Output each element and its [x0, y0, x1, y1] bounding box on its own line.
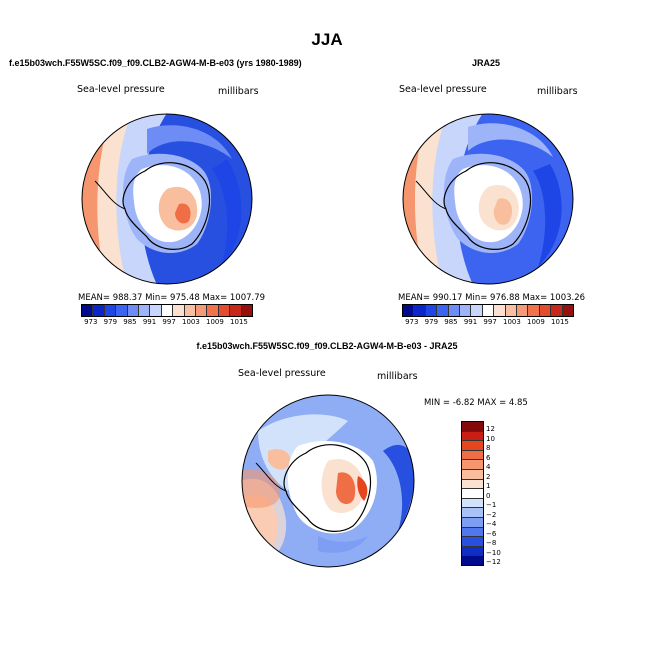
model-panel-title: f.e15b03wch.F55W5SC.f09_f09.CLB2-AGW4-M-…: [9, 58, 302, 68]
diff-panel-title: f.e15b03wch.F55W5SC.f09_f09.CLB2-AGW4-M-…: [196, 341, 458, 351]
obs-colorbar-swatch: [528, 305, 540, 316]
model-colorbar-swatch: [218, 305, 231, 316]
model-colorbar-ticks: 973 979 985 991 997 1003 1009 1015: [81, 318, 251, 326]
obs-colorbar-tick: 1009: [527, 318, 545, 326]
diff-colorbar-tick: −1: [486, 501, 497, 510]
obs-colorbar-swatch: [482, 305, 495, 316]
model-colorbar-swatch: [230, 305, 242, 316]
diff-colorbar: [461, 421, 484, 566]
diff-colorbar-tick: 0: [486, 491, 491, 500]
diff-colorbar-swatch: [462, 517, 483, 528]
diff-colorbar-tick: −8: [486, 539, 497, 548]
model-colorbar-tick: 991: [142, 318, 157, 326]
diff-colorbar-tick: −2: [486, 510, 497, 519]
model-colorbar-swatch: [139, 305, 151, 316]
diff-stats: MIN = -6.82 MAX = 4.85: [424, 398, 528, 408]
model-colorbar-swatch: [104, 305, 117, 316]
model-stats: MEAN= 988.37 Min= 975.48 Max= 1007.79: [78, 293, 266, 303]
obs-stats: MEAN= 990.17 Min= 976.88 Max= 1003.26: [398, 293, 586, 303]
model-colorbar-swatch: [196, 305, 208, 316]
diff-colorbar-swatch: [462, 450, 483, 461]
obs-colorbar-swatch: [448, 305, 461, 316]
model-colorbar-swatch: [173, 305, 185, 316]
model-colorbar-swatch: [116, 305, 128, 316]
obs-colorbar: [402, 304, 574, 317]
obs-colorbar-tick: 1015: [551, 318, 569, 326]
diff-colorbar-swatch: [462, 489, 483, 499]
obs-colorbar-swatch: [562, 305, 574, 316]
model-colorbar-tick: 979: [103, 318, 118, 326]
obs-colorbar-swatch: [425, 305, 438, 316]
obs-colorbar-tick: 1003: [502, 318, 521, 326]
obs-colorbar-swatch: [460, 305, 472, 316]
diff-colorbar-tick: 2: [486, 472, 491, 481]
model-colorbar-swatch: [150, 305, 162, 316]
diff-colorbar-swatch: [462, 537, 483, 547]
model-colorbar-tick: 1015: [230, 318, 248, 326]
diff-colorbar-tick: 1: [486, 482, 491, 491]
obs-colorbar-tick: 973: [405, 318, 419, 326]
obs-colorbar-swatch: [505, 305, 518, 316]
obs-colorbar-tick: 997: [483, 318, 497, 326]
diff-colorbar-tick: −10: [486, 548, 501, 557]
obs-colorbar-tick: 979: [424, 318, 439, 326]
obs-variable-label: Sea-level pressure: [399, 84, 487, 95]
obs-sea-level-pressure-map: [402, 113, 574, 285]
model-units-label: millibars: [218, 86, 259, 97]
diff-colorbar-tick: −4: [486, 520, 497, 529]
obs-colorbar-swatch: [517, 305, 529, 316]
obs-colorbar-ticks: 973 979 985 991 997 1003 1009 1015: [402, 318, 572, 326]
diff-colorbar-tick: 8: [486, 444, 491, 453]
model-colorbar-tick: 1003: [181, 318, 200, 326]
diff-colorbar-ticks: 12 10 8 6 4 2 1 0 −1 −2 −4 −6 −8 −10 −12: [486, 425, 501, 568]
obs-panel-title: JRA25: [472, 58, 501, 68]
obs-colorbar-swatch: [551, 305, 563, 316]
diff-colorbar-swatch: [462, 556, 483, 565]
model-colorbar-tick: 985: [123, 318, 137, 326]
model-colorbar: [81, 304, 253, 317]
diff-colorbar-swatch: [462, 498, 483, 509]
obs-colorbar-swatch: [539, 305, 552, 316]
diff-colorbar-tick: −6: [486, 529, 497, 538]
obs-colorbar-swatch: [437, 305, 449, 316]
model-colorbar-swatch: [184, 305, 197, 316]
model-colorbar-tick: 973: [84, 318, 98, 326]
obs-colorbar-swatch: [494, 305, 506, 316]
obs-colorbar-tick: 985: [444, 318, 458, 326]
model-colorbar-swatch: [93, 305, 105, 316]
diff-colorbar-swatch: [462, 479, 483, 490]
model-colorbar-tick: 997: [162, 318, 176, 326]
diff-colorbar-tick: 4: [486, 463, 491, 472]
diff-colorbar-swatch: [462, 431, 483, 442]
diff-colorbar-tick: 6: [486, 453, 491, 462]
obs-units-label: millibars: [537, 86, 578, 97]
diff-colorbar-swatch: [462, 460, 483, 470]
diff-colorbar-swatch: [462, 422, 483, 432]
diff-sea-level-pressure-map: [241, 394, 415, 568]
diff-colorbar-swatch: [462, 469, 483, 480]
model-colorbar-swatch: [161, 305, 174, 316]
diff-colorbar-tick: −12: [486, 558, 501, 567]
diff-colorbar-swatch: [462, 527, 483, 538]
obs-colorbar-swatch: [414, 305, 426, 316]
model-colorbar-swatch: [241, 305, 253, 316]
diff-units-label: millibars: [377, 371, 418, 382]
model-colorbar-tick: 1009: [206, 318, 224, 326]
model-colorbar-swatch: [127, 305, 140, 316]
diff-colorbar-swatch: [462, 508, 483, 518]
figure-title: JJA: [311, 30, 343, 49]
diff-variable-label: Sea-level pressure: [238, 368, 326, 379]
model-colorbar-swatch: [82, 305, 94, 316]
diff-colorbar-tick: 12: [486, 425, 495, 433]
model-colorbar-swatch: [207, 305, 219, 316]
model-sea-level-pressure-map: [81, 113, 253, 285]
model-variable-label: Sea-level pressure: [77, 84, 165, 95]
diff-colorbar-swatch: [462, 546, 483, 557]
obs-colorbar-tick: 991: [463, 318, 478, 326]
obs-colorbar-swatch: [403, 305, 415, 316]
diff-colorbar-swatch: [462, 441, 483, 451]
diff-colorbar-tick: 10: [486, 434, 495, 443]
obs-colorbar-swatch: [471, 305, 483, 316]
